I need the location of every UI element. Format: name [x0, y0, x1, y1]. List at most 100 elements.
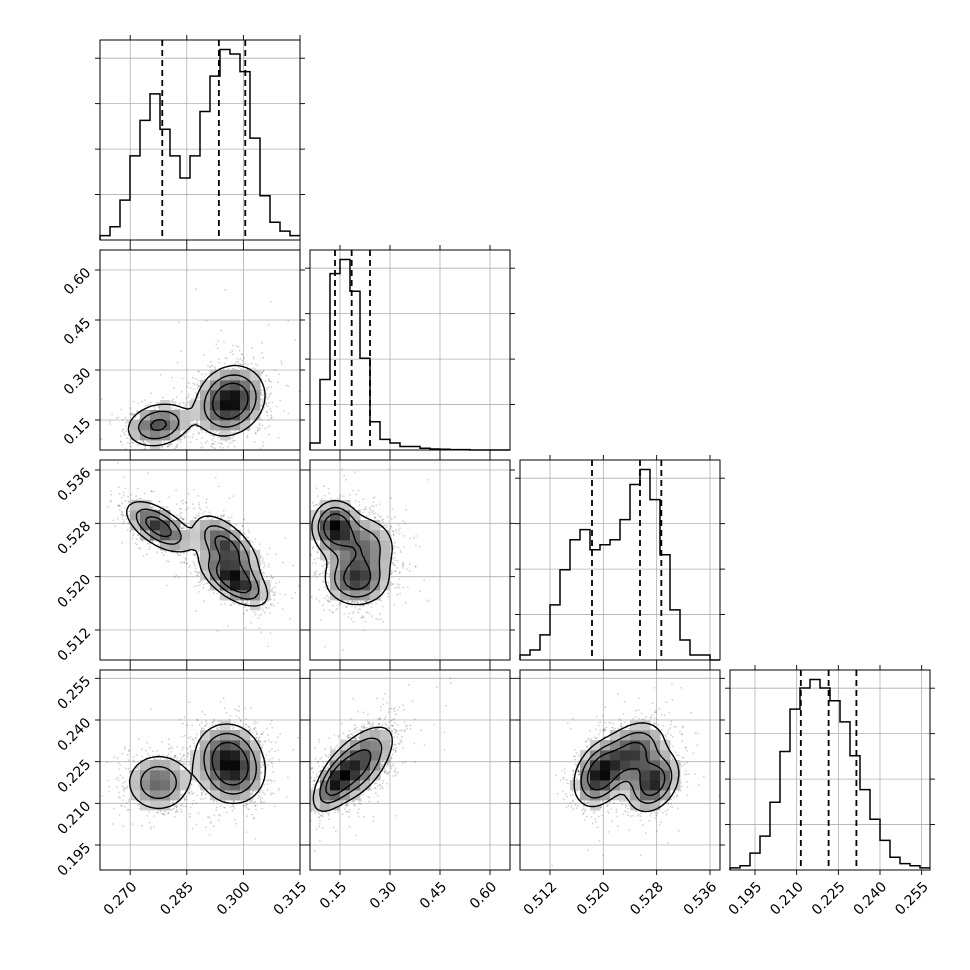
- scatter-point: [129, 442, 132, 445]
- scatter-point: [132, 413, 135, 416]
- scatter-point: [185, 562, 188, 564]
- scatter-point: [262, 394, 264, 397]
- scatter-point: [126, 419, 129, 422]
- scatter-point: [273, 604, 276, 607]
- scatter-point: [207, 516, 210, 519]
- scatter-point: [183, 518, 185, 521]
- density-cell: [220, 420, 231, 431]
- scatter-point: [217, 436, 220, 439]
- scatter-point: [179, 441, 182, 443]
- scatter-point: [129, 407, 132, 410]
- scatter-point: [122, 494, 125, 497]
- scatter-point: [188, 393, 190, 396]
- density-cell: [210, 400, 221, 411]
- scatter-point: [146, 440, 149, 443]
- scatter-point: [156, 401, 159, 404]
- scatter-point: [168, 444, 171, 447]
- scatter-point: [264, 564, 266, 567]
- scatter-point: [180, 438, 183, 441]
- panel-frame: [729, 669, 931, 871]
- scatter-point: [194, 565, 197, 567]
- scatter-point: [144, 492, 147, 495]
- scatter-point: [270, 417, 273, 420]
- scatter-point: [123, 476, 125, 478]
- scatter-point: [232, 435, 235, 438]
- scatter-point: [181, 561, 183, 563]
- scatter-point: [270, 392, 272, 395]
- scatter-point: [153, 406, 156, 409]
- scatter-point: [227, 625, 230, 627]
- scatter-point: [109, 490, 112, 492]
- scatter-point: [162, 396, 164, 399]
- scatter-point: [185, 508, 188, 511]
- scatter-point: [196, 571, 199, 574]
- scatter-point: [257, 430, 259, 432]
- scatter-point: [125, 430, 128, 433]
- scatter-point: [271, 576, 273, 579]
- scatter-point: [306, 325, 308, 327]
- scatter-point: [175, 396, 178, 398]
- density-cell: [170, 430, 181, 441]
- scatter-point: [244, 605, 247, 608]
- density-cell: [140, 420, 151, 431]
- scatter-point: [148, 441, 150, 444]
- scatter-point: [211, 442, 213, 445]
- scatter-point: [197, 423, 200, 425]
- scatter-point: [124, 416, 127, 419]
- density-cell: [160, 410, 171, 421]
- scatter-point: [254, 368, 257, 370]
- scatter-point: [146, 543, 149, 545]
- scatter-point: [211, 434, 214, 437]
- scatter-point: [265, 410, 268, 413]
- scatter-point: [239, 363, 242, 366]
- density-cell: [230, 380, 241, 391]
- scatter-point: [282, 410, 285, 413]
- density-cell: [240, 390, 251, 401]
- scatter-point: [201, 373, 204, 375]
- scatter-point: [313, 352, 315, 354]
- scatter-point: [244, 362, 247, 365]
- scatter-point: [119, 441, 122, 443]
- scatter-point: [224, 357, 227, 359]
- scatter-point: [174, 401, 177, 404]
- scatter-point: [144, 446, 147, 448]
- scatter-point: [270, 414, 272, 416]
- contour-line: [149, 382, 249, 431]
- density-cell: [150, 430, 161, 441]
- scatter-point: [148, 440, 151, 443]
- scatter-point: [190, 423, 193, 425]
- scatter-point: [320, 370, 322, 372]
- scatter-point: [197, 502, 200, 504]
- scatter-point: [266, 411, 268, 414]
- scatter-point: [265, 575, 268, 578]
- scatter-point: [246, 600, 249, 603]
- scatter-point: [282, 561, 284, 564]
- scatter-point: [220, 329, 223, 332]
- scatter-point: [178, 321, 180, 324]
- scatter-point: [129, 530, 132, 533]
- scatter-point: [180, 390, 183, 393]
- scatter-point: [266, 388, 269, 391]
- scatter-point: [197, 397, 199, 400]
- scatter-point: [197, 385, 199, 388]
- scatter-point: [215, 430, 218, 432]
- scatter-point: [224, 288, 227, 291]
- scatter-point: [150, 490, 153, 493]
- scatter-point: [238, 349, 241, 352]
- scatter-point: [213, 440, 216, 443]
- scatter-point: [275, 582, 277, 585]
- scatter-point: [167, 445, 169, 448]
- scatter-point: [186, 386, 189, 388]
- scatter-point: [178, 462, 180, 464]
- contour-line: [138, 374, 257, 440]
- scatter-point: [214, 447, 217, 450]
- contour-line: [127, 364, 266, 447]
- scatter-point: [207, 589, 210, 592]
- scatter-point: [199, 581, 202, 583]
- scatter-point: [270, 574, 273, 577]
- scatter-point: [237, 366, 240, 369]
- scatter-point: [161, 445, 164, 448]
- scatter-point: [261, 424, 264, 427]
- scatter-point: [270, 416, 273, 418]
- scatter-point: [188, 566, 191, 569]
